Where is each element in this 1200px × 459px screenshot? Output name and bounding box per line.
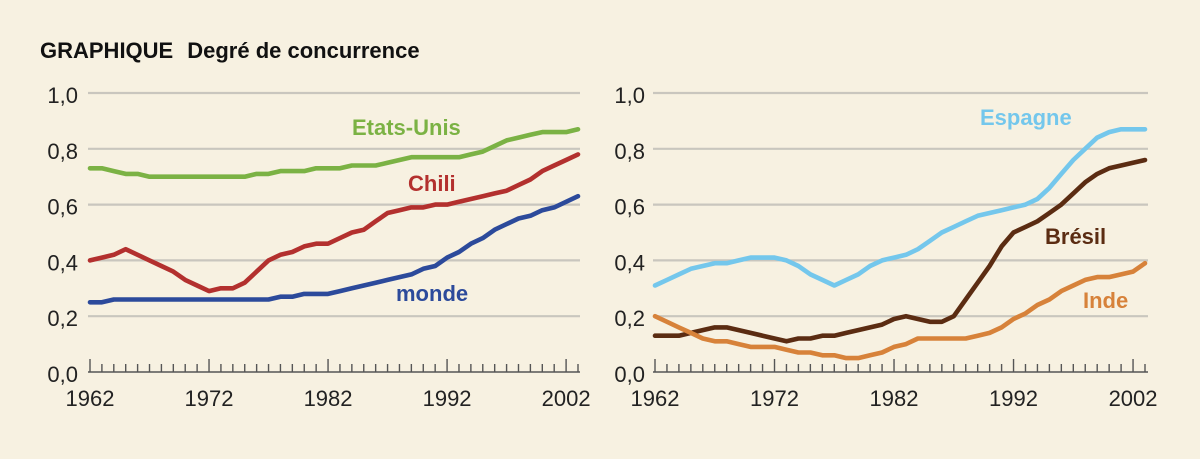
y-tick-label: 0,4 [47, 250, 78, 275]
figure-title: GRAPHIQUE Degré de concurrence [40, 38, 420, 64]
series-label-monde: monde [396, 281, 468, 306]
series-line-espagne [652, 127, 1148, 288]
y-tick-label: 0,6 [47, 195, 78, 220]
y-tick-label: 0,0 [614, 362, 645, 387]
figure-label: GRAPHIQUE [40, 38, 174, 63]
y-tick-label: 0,8 [47, 139, 78, 164]
series-line-etats-unis [87, 127, 581, 179]
series-line-inde [652, 260, 1148, 361]
x-tick-label: 1982 [304, 386, 353, 411]
series-label-chili: Chili [408, 171, 456, 196]
x-tick-label: 1962 [66, 386, 115, 411]
x-tick-label: 1962 [631, 386, 680, 411]
y-tick-label: 0,2 [614, 306, 645, 331]
x-tick-label: 2002 [542, 386, 591, 411]
y-tick-label: 1,0 [614, 83, 645, 108]
series-label-espagne: Espagne [980, 105, 1072, 130]
chart-panel-2: 0,0 0,2 0,4 0,6 0,8 1,0 1962 1972 1982 1992 2002 Es… [614, 83, 1157, 411]
series-line-chili [87, 152, 581, 294]
series-label-bresil: Brésil [1045, 224, 1106, 249]
y-tick-label: 0,2 [47, 306, 78, 331]
x-tick-label: 2002 [1109, 386, 1158, 411]
series-line-bresil [652, 157, 1148, 344]
x-tick-label: 1992 [423, 386, 472, 411]
chart-panel-1: 0,0 0,2 0,4 0,6 0,8 1,0 1962 1972 1982 1992 2002 Et… [47, 83, 590, 411]
x-tick-label: 1992 [989, 386, 1038, 411]
y-tick-label: 0,0 [47, 362, 78, 387]
x-tick-label: 1972 [750, 386, 799, 411]
series-label-etats-unis: Etats-Unis [352, 115, 461, 140]
series-line-monde [87, 193, 581, 305]
x-tick-label: 1982 [870, 386, 919, 411]
y-tick-label: 1,0 [47, 83, 78, 108]
series-label-inde: Inde [1083, 288, 1128, 313]
figure-title-text: Degré de concurrence [187, 38, 420, 63]
y-tick-label: 0,8 [614, 139, 645, 164]
x-tick-label: 1972 [185, 386, 234, 411]
y-tick-label: 0,6 [614, 195, 645, 220]
y-tick-label: 0,4 [614, 250, 645, 275]
